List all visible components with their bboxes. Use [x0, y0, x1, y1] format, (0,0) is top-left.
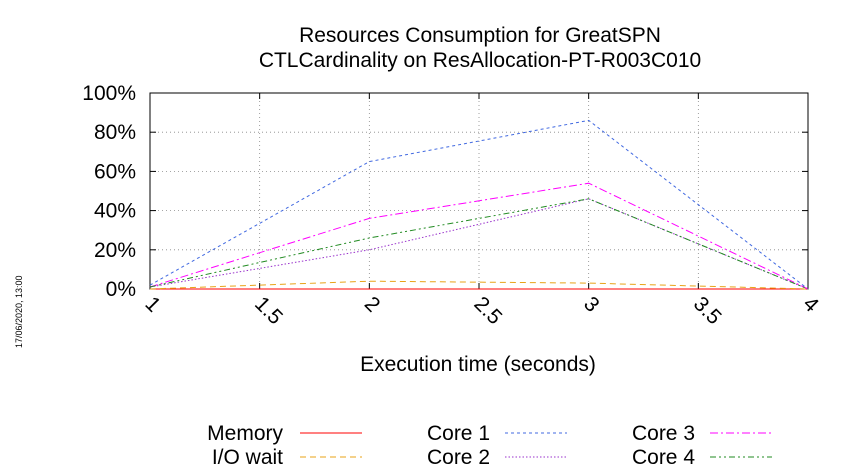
series-line-core-4	[149, 198, 809, 290]
y-tick-label: 20%	[94, 239, 136, 262]
legend-label-core-4: Core 4	[632, 446, 695, 469]
legend-label-core-1: Core 1	[427, 422, 490, 445]
chart-subtitle: CTLCardinality on ResAllocation-PT-R003C…	[259, 49, 701, 72]
series-line-core-2	[149, 198, 809, 290]
series-line-core-3	[149, 182, 809, 290]
tick-labels: 0% 20% 40% 60% 80% 100% 1 1.5 2 2.5 3 3.5 4	[82, 82, 823, 329]
y-tick-label: 100%	[82, 82, 136, 105]
legend-label-i-o-wait: I/O wait	[212, 446, 283, 469]
x-tick-label: 1	[140, 292, 165, 317]
legend-label-core-2: Core 2	[427, 446, 490, 469]
y-tick-label: 40%	[94, 200, 136, 223]
x-axis-label: Execution time (seconds)	[360, 353, 596, 376]
grid	[150, 93, 808, 289]
x-tick-label: 2.5	[469, 292, 506, 329]
axes	[149, 92, 809, 290]
legend-label-memory: Memory	[207, 422, 283, 445]
y-tick-label: 0%	[106, 278, 136, 301]
legend-label-core-3: Core 3	[632, 422, 695, 445]
x-tick-label: 1.5	[250, 292, 287, 329]
series-line-core-1	[149, 119, 809, 290]
y-tick-label: 80%	[94, 121, 136, 144]
plot-frame	[149, 92, 809, 290]
timestamp: 17/06/2020, 13:00	[14, 275, 24, 348]
x-tick-label: 3.5	[689, 292, 726, 329]
series-lines	[149, 119, 809, 290]
x-tick-label: 2	[360, 292, 385, 317]
chart-title: Resources Consumption for GreatSPN	[299, 24, 661, 47]
x-tick-label: 3	[579, 292, 604, 317]
x-tick-label: 4	[798, 292, 823, 317]
y-tick-label: 60%	[94, 160, 136, 183]
